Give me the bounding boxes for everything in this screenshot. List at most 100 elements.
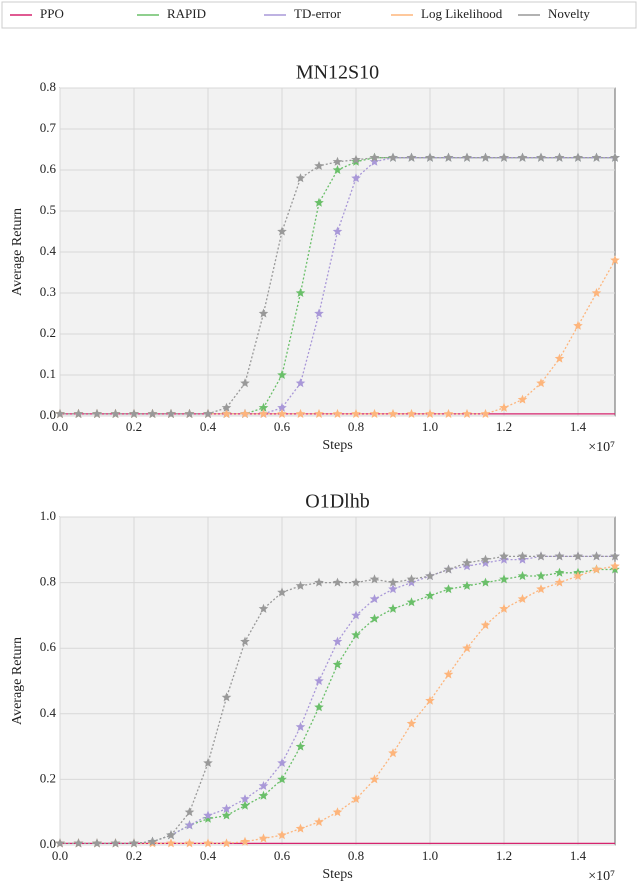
marker [73,838,84,848]
marker [184,807,195,817]
x-tick-label: 0.0 [52,419,68,434]
marker [591,564,602,574]
marker [73,408,84,418]
marker [536,584,546,594]
marker [240,636,250,646]
marker [536,551,546,561]
marker [406,718,417,728]
marker [203,408,213,418]
legend-label: PPO [40,6,64,21]
marker [554,551,565,561]
marker [314,308,324,318]
chart-title: MN12S10 [296,62,379,84]
marker [166,408,176,418]
marker [277,402,287,412]
x-tick-label: 1.4 [570,419,587,434]
marker [443,408,454,418]
marker [55,408,65,418]
marker [388,577,398,587]
marker [554,567,565,577]
marker [406,408,417,418]
marker [406,574,417,584]
marker [369,774,380,784]
marker [425,152,435,162]
marker [480,557,491,567]
marker [277,226,287,236]
marker [240,836,250,846]
marker [480,408,491,418]
marker [462,408,472,418]
marker [277,587,287,597]
marker [425,408,435,418]
marker [314,160,324,170]
marker [240,794,250,804]
marker [295,378,306,388]
x-tick-label: 0.4 [200,419,217,434]
marker [554,353,565,363]
marker [443,152,454,162]
x-tick-label: 1.0 [422,419,438,434]
marker [591,288,602,297]
marker [240,378,250,388]
marker [517,554,528,564]
y-tick-label: 0.6 [40,161,57,176]
x-tick-label: 0.4 [200,848,217,863]
marker [499,402,509,412]
y-tick-label: 0.4 [40,705,57,720]
marker [443,584,454,594]
marker [388,584,398,594]
marker [314,577,324,587]
marker [351,794,361,804]
marker [203,813,213,823]
marker [517,594,528,603]
marker [277,830,287,840]
marker [443,564,454,574]
marker [480,577,491,587]
marker [295,823,306,833]
marker [314,197,324,207]
marker [332,636,343,646]
marker [462,580,472,590]
marker [332,165,343,174]
marker [351,408,361,418]
marker [55,838,65,848]
marker [462,152,472,162]
marker [406,152,417,162]
marker [610,561,620,571]
marker [129,408,139,418]
y-tick-label: 0.0 [40,407,56,422]
plot-area [59,516,616,846]
marker [221,810,232,820]
y-tick-label: 0.2 [40,325,56,340]
marker [129,838,139,848]
marker [499,574,509,584]
y-tick-label: 0.8 [40,79,56,94]
marker [332,659,343,669]
marker [314,817,324,827]
marker [388,603,398,613]
marker [221,402,232,412]
x-tick-label: 1.0 [422,848,438,863]
y-axis-label: Average Return [10,637,25,725]
marker [369,408,380,418]
marker [425,571,435,581]
marker [536,571,546,581]
marker [406,597,417,607]
marker [277,758,287,767]
marker [258,402,269,412]
x-tick-label: 0.2 [126,848,142,863]
marker [610,152,620,162]
marker [499,554,509,564]
marker [499,603,509,613]
marker [369,613,380,623]
y-tick-label: 0.2 [40,770,56,785]
marker [221,803,232,813]
marker [573,551,583,561]
y-tick-label: 0.8 [40,574,56,589]
marker [295,173,306,183]
marker [406,577,417,587]
marker [369,574,380,584]
marker [610,564,620,574]
marker [277,774,287,784]
